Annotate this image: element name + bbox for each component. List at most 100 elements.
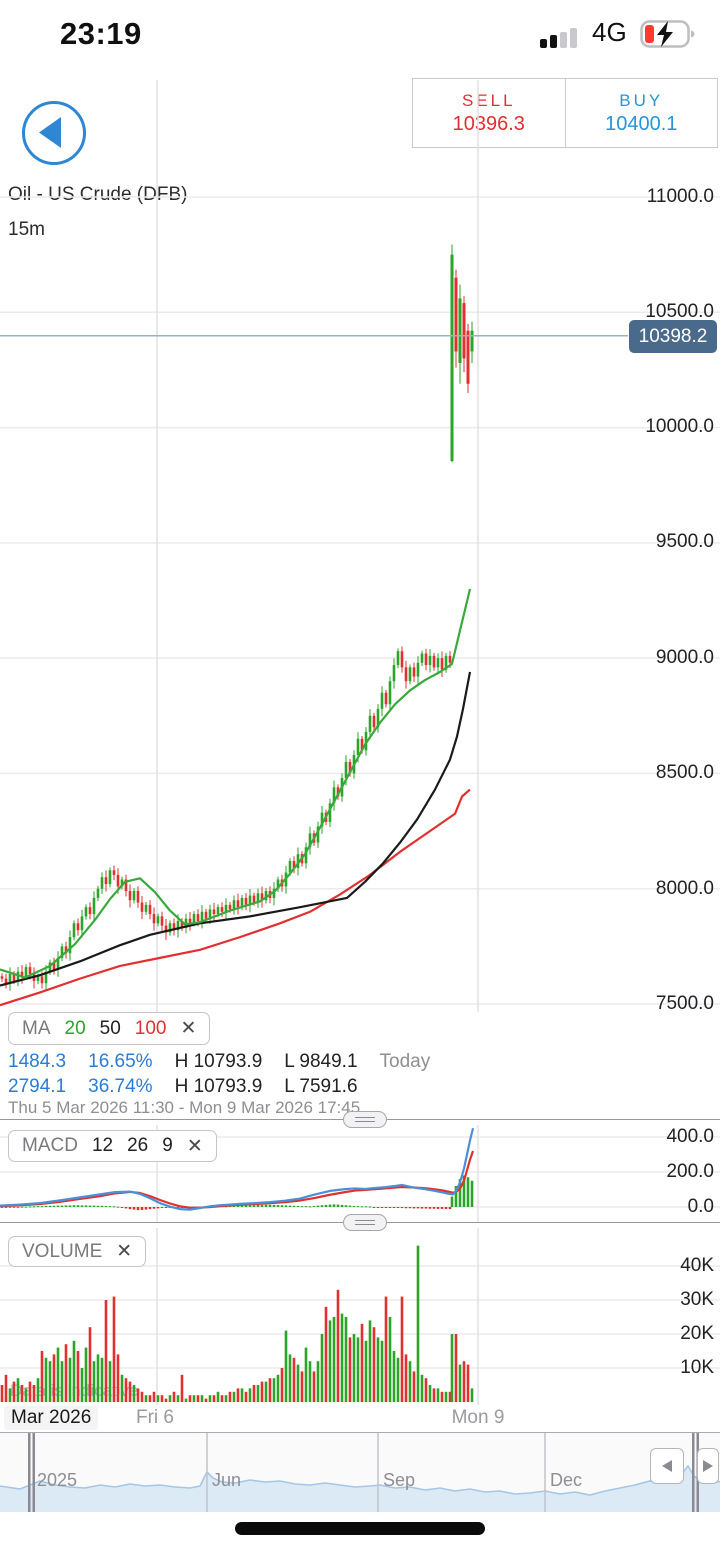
price-axis-label: 10000.0	[645, 416, 714, 437]
volume-axis-label: 10K	[680, 1357, 714, 1378]
panel-resize-handle[interactable]	[343, 1111, 387, 1128]
candle-body	[276, 879, 280, 889]
nav-range-handle[interactable]	[28, 1433, 31, 1512]
macd-histogram-bar	[316, 1205, 320, 1207]
macd-histogram-bar	[112, 1206, 116, 1208]
macd-close-icon[interactable]: ✕	[186, 1135, 203, 1157]
candle-body	[144, 904, 148, 912]
macd-histogram-bar	[372, 1207, 376, 1208]
today-high: H 10793.9	[174, 1051, 263, 1072]
deal-ticket: SELL 10396.3 BUY 10400.1	[412, 78, 718, 148]
macd-indicator-legend: MACD 12 26 9 ✕	[8, 1130, 217, 1162]
nav-range-handle[interactable]	[692, 1433, 695, 1512]
volume-bar	[4, 1374, 8, 1402]
ma-close-icon[interactable]: ✕	[180, 1018, 197, 1039]
chevron-right-icon	[703, 1460, 713, 1472]
time-axis	[0, 1405, 720, 1432]
macd-histogram-bar	[72, 1205, 76, 1207]
macd-histogram-bar	[88, 1205, 92, 1207]
window-change-pct: 36.74%	[88, 1076, 153, 1097]
volume-panel[interactable]	[0, 1228, 720, 1405]
candle-body	[4, 978, 8, 984]
candle-body	[88, 907, 92, 915]
volume-bar	[192, 1395, 196, 1402]
cellular-signal-icon	[540, 28, 577, 48]
volume-bar	[52, 1354, 56, 1402]
volume-bar	[224, 1395, 228, 1402]
macd-histogram-bar	[324, 1204, 328, 1207]
candle-body	[344, 761, 348, 779]
volume-bar	[408, 1361, 412, 1402]
macd-axis-label: 400.0	[666, 1126, 714, 1147]
volume-bar	[140, 1391, 144, 1402]
candle-body	[52, 962, 56, 970]
macd-histogram-bar	[240, 1205, 244, 1207]
volume-bar	[444, 1391, 448, 1402]
candle-body	[416, 662, 420, 677]
candle-body	[116, 874, 120, 887]
macd-histogram-bar	[340, 1204, 344, 1207]
volume-bar	[144, 1395, 148, 1402]
main-price-chart[interactable]	[0, 80, 720, 1012]
macd-histogram-bar	[60, 1205, 64, 1207]
candle-body	[60, 946, 64, 958]
macd-histogram-bar	[420, 1207, 424, 1209]
macd-panel[interactable]	[0, 1125, 720, 1222]
today-tag: Today	[379, 1051, 431, 1072]
candle-body	[152, 914, 156, 924]
volume-bar	[128, 1381, 132, 1402]
sparkline-fill	[0, 1466, 720, 1512]
candle-body	[84, 907, 88, 917]
home-indicator[interactable]	[235, 1522, 485, 1535]
volume-bar	[348, 1337, 352, 1402]
volume-bar	[108, 1361, 112, 1402]
candle-body	[200, 911, 204, 921]
volume-bar	[340, 1313, 344, 1402]
volume-bar	[392, 1351, 396, 1402]
candle-body	[348, 761, 352, 774]
back-button[interactable]	[22, 101, 86, 165]
volume-bar	[432, 1388, 436, 1402]
panel-resize-handle[interactable]	[343, 1214, 387, 1231]
macd-histogram-bar	[0, 1207, 4, 1208]
volume-bar	[272, 1378, 276, 1402]
ma-indicator-legend: MA 20 50 100 ✕	[8, 1012, 211, 1045]
candle-body	[316, 826, 320, 843]
nav-range-handle[interactable]	[32, 1433, 36, 1512]
scroll-right-button[interactable]	[697, 1448, 719, 1484]
macd-histogram-bar	[164, 1207, 168, 1208]
price-axis-label: 8500.0	[655, 762, 714, 783]
volume-bar	[256, 1385, 260, 1402]
macd-histogram-bar	[16, 1206, 20, 1208]
sell-button[interactable]: SELL 10396.3	[413, 79, 565, 147]
macd-histogram-bar	[284, 1205, 288, 1207]
volume-bar	[48, 1361, 52, 1402]
macd-histogram-bar	[388, 1207, 392, 1208]
candle-body	[288, 861, 292, 873]
window-low: L 7591.6	[284, 1076, 358, 1097]
volume-close-icon[interactable]: ✕	[116, 1241, 133, 1262]
macd-histogram-bar	[408, 1207, 412, 1209]
scroll-left-button[interactable]	[650, 1448, 684, 1484]
volume-bar	[462, 1361, 466, 1402]
buy-label: BUY	[619, 90, 664, 110]
macd-histogram-bar	[68, 1205, 72, 1207]
candle-body	[164, 925, 168, 933]
candle-body	[384, 692, 388, 705]
volume-bar	[204, 1398, 208, 1402]
macd-histogram-bar	[36, 1206, 40, 1208]
macd-histogram-bar	[232, 1205, 236, 1207]
candle-body	[304, 847, 308, 864]
buy-button[interactable]: BUY 10400.1	[564, 79, 718, 147]
volume-bar	[220, 1395, 224, 1402]
back-arrow-icon	[39, 117, 61, 148]
macd-histogram-bar	[396, 1207, 400, 1208]
candle-body	[212, 909, 216, 915]
macd-histogram-bar	[348, 1205, 352, 1207]
ma-name: MA	[22, 1017, 51, 1039]
macd-histogram-bar	[160, 1207, 164, 1209]
candle-body	[12, 974, 16, 981]
macd-histogram-bar	[280, 1205, 284, 1207]
macd-histogram-bar	[344, 1205, 348, 1207]
macd-histogram-bar	[458, 1179, 462, 1207]
